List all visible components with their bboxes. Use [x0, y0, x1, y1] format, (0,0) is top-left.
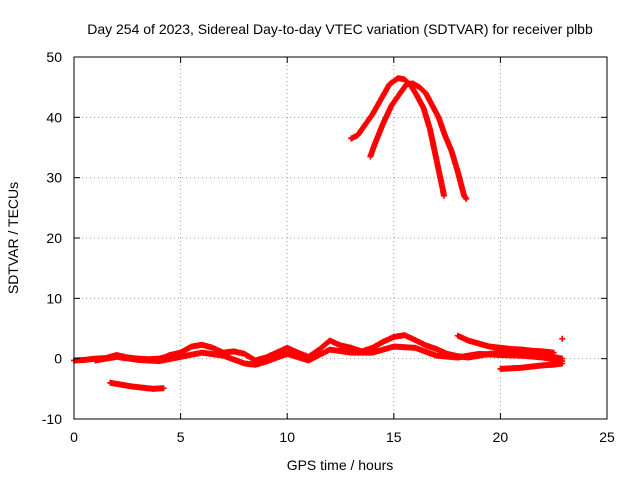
- series-outlier: [559, 335, 566, 342]
- data-point: [550, 349, 557, 356]
- chart-title: Day 254 of 2023, Sidereal Day-to-day VTE…: [87, 21, 593, 37]
- data-point: [160, 385, 167, 392]
- x-axis-label: GPS time / hours: [287, 457, 394, 473]
- x-tick-label: 20: [493, 429, 509, 445]
- data-point: [463, 195, 470, 202]
- data-point: [559, 360, 566, 367]
- series-arc-2: [367, 80, 470, 202]
- x-tick-label: 10: [279, 429, 295, 445]
- series-baseline-b: [92, 343, 566, 368]
- y-tick-label: 0: [54, 351, 62, 367]
- series-late-upper: [454, 332, 557, 356]
- series-late-lower: [497, 360, 566, 372]
- y-axis-label: SDTVAR / TECUs: [5, 182, 21, 294]
- grid: [74, 57, 607, 419]
- y-tick-label: 20: [46, 230, 62, 246]
- x-tick-label: 15: [386, 429, 402, 445]
- y-tick-label: 10: [46, 290, 62, 306]
- y-tick-label: 50: [46, 49, 62, 65]
- data-point: [440, 192, 447, 199]
- x-tick-label: 25: [599, 429, 615, 445]
- series-offset-segment: [107, 379, 167, 392]
- data-layer: [71, 75, 566, 392]
- y-tick-label: 40: [46, 109, 62, 125]
- ticks: 0 5 10 15 20 25 -10 0 10 20 30 40 50: [42, 49, 615, 445]
- x-tick-label: 5: [177, 429, 185, 445]
- x-tick-label: 0: [70, 429, 78, 445]
- series-arc-1: [348, 75, 447, 199]
- data-point: [559, 335, 566, 342]
- y-tick-label: 30: [46, 170, 62, 186]
- y-tick-label: -10: [42, 411, 62, 427]
